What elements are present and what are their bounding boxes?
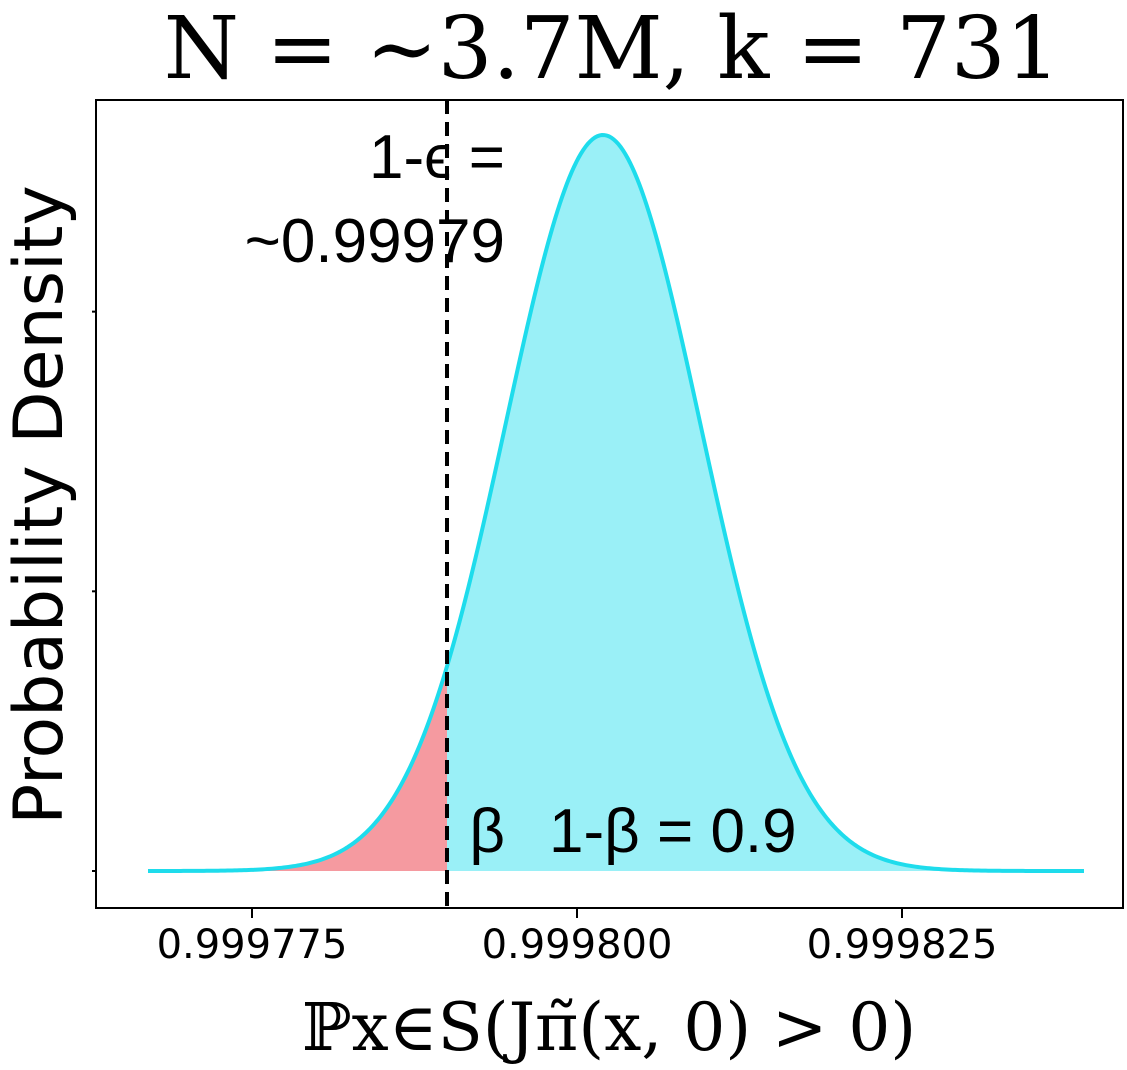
y-ticks (92, 310, 96, 872)
density-curve-layer (147, 133, 1084, 873)
threshold-label-line1: 1-ϵ = (369, 123, 505, 192)
y-axis-label: Probability Density (0, 185, 79, 825)
x-tick-label: 0.999800 (482, 922, 673, 968)
plot-frame (95, 99, 1124, 909)
beta-area (148, 666, 447, 871)
density-curve (147, 133, 1084, 873)
chart-title: N = ~3.7M, k = 731 (164, 0, 1061, 99)
x-tick-label: 0.999825 (807, 922, 998, 968)
one-minus-beta-region (447, 135, 1084, 872)
beta-region (148, 666, 447, 871)
beta-label: β (469, 797, 505, 866)
x-ticks: 0.999775 0.999800 0.999825 (157, 908, 998, 968)
one-minus-beta-label: 1-β = 0.9 (549, 797, 797, 866)
x-tick-label: 0.999775 (157, 922, 348, 968)
threshold-label-line2: ~0.99979 (245, 207, 505, 276)
one-minus-beta-area (447, 135, 1084, 872)
x-axis-label: ℙx∈S(Jπ̃(x, 0) > 0) (302, 989, 916, 1066)
